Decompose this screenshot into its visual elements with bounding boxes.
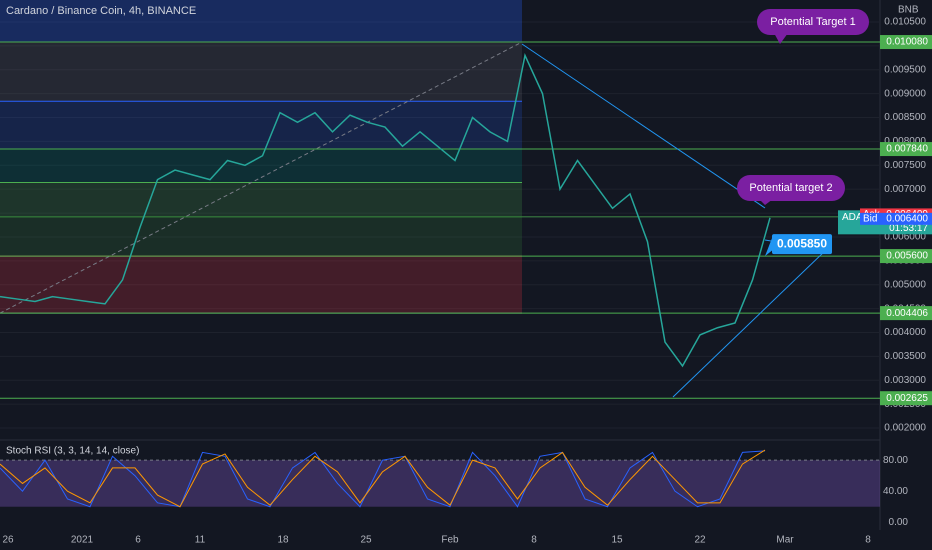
y-tick-label: 0.006000 [884,232,926,243]
x-tick-label: 8 [531,535,537,546]
chart-title: Cardano / Binance Coin, 4h, BINANCE [6,5,196,17]
y-tick-label: 0.009000 [884,88,926,99]
y-tick-label: 0.008500 [884,112,926,123]
level-tag [880,391,932,406]
x-tick-label: 18 [277,535,289,546]
indicator-title: Stoch RSI (3, 3, 14, 14, close) [6,446,139,457]
currency: BNB [898,5,919,16]
trend-line [672,249,827,398]
bid-price: 0.006400 [886,213,928,224]
price-bubble [772,234,832,255]
y-tick-label: 0.003000 [884,375,926,386]
x-tick-label: Mar [776,535,794,546]
x-tick-label: 8 [865,535,871,546]
annotation-bubble [737,175,845,201]
x-tick-label: Feb [441,535,459,546]
annotation-text: Potential target 2 [749,182,832,194]
trend-line [521,43,766,209]
annotation-text: Potential Target 1 [770,16,855,28]
y-tick-label: 0.007500 [884,160,926,171]
x-tick-label: 25 [360,535,372,546]
fib-zone [0,182,522,217]
y-tick-label: 0.005000 [884,279,926,290]
fib-zone [0,101,522,150]
y-tick-label: 0.009500 [884,64,926,75]
rsi-tick-label: 40.00 [883,486,908,497]
x-tick-label: 6 [135,535,141,546]
level-label: 0.010080 [886,37,928,48]
level-tag [880,306,932,321]
level-label: 0.004406 [886,308,928,319]
bid-label: Bid [863,213,877,224]
countdown: 01:53:17 [889,223,928,234]
price-line [0,53,771,368]
rsi-line [0,450,766,508]
rsi-band [0,460,880,507]
price-bubble-label: 0.005850 [777,236,827,250]
y-tick-label: 0.002000 [884,423,926,434]
y-tick-label: 0.010500 [884,17,926,28]
fib-top-zone [0,0,522,43]
level-tag [880,35,932,50]
rsi-line [0,449,766,508]
fib-zone [0,149,522,183]
level-label: 0.005600 [886,251,928,262]
y-tick-label: 0.004000 [884,327,926,338]
y-tick-label: 0.003500 [884,351,926,362]
bid-tag [860,212,932,225]
y-tick-label: 0.007000 [884,184,926,195]
x-tick-label: 26 [2,535,14,546]
annotation-bubble [757,9,869,35]
trend-dashed [0,41,523,314]
level-tag [880,142,932,157]
x-tick-label: 11 [195,535,206,546]
x-tick-label: 15 [611,535,623,546]
fib-zone [0,216,522,257]
fib-zone [0,42,522,102]
rsi-tick-label: 80.00 [883,455,908,466]
rsi-tick-label: 0.00 [889,517,909,528]
annotation-pointer [774,33,788,44]
fib-zone [0,256,522,314]
x-tick-label: 2021 [71,535,94,546]
y-tick-label: 0.008000 [884,136,926,147]
level-label: 0.002625 [886,393,928,404]
level-label: 0.007840 [886,144,928,155]
x-tick-label: 22 [694,535,706,546]
level-tag [880,249,932,264]
